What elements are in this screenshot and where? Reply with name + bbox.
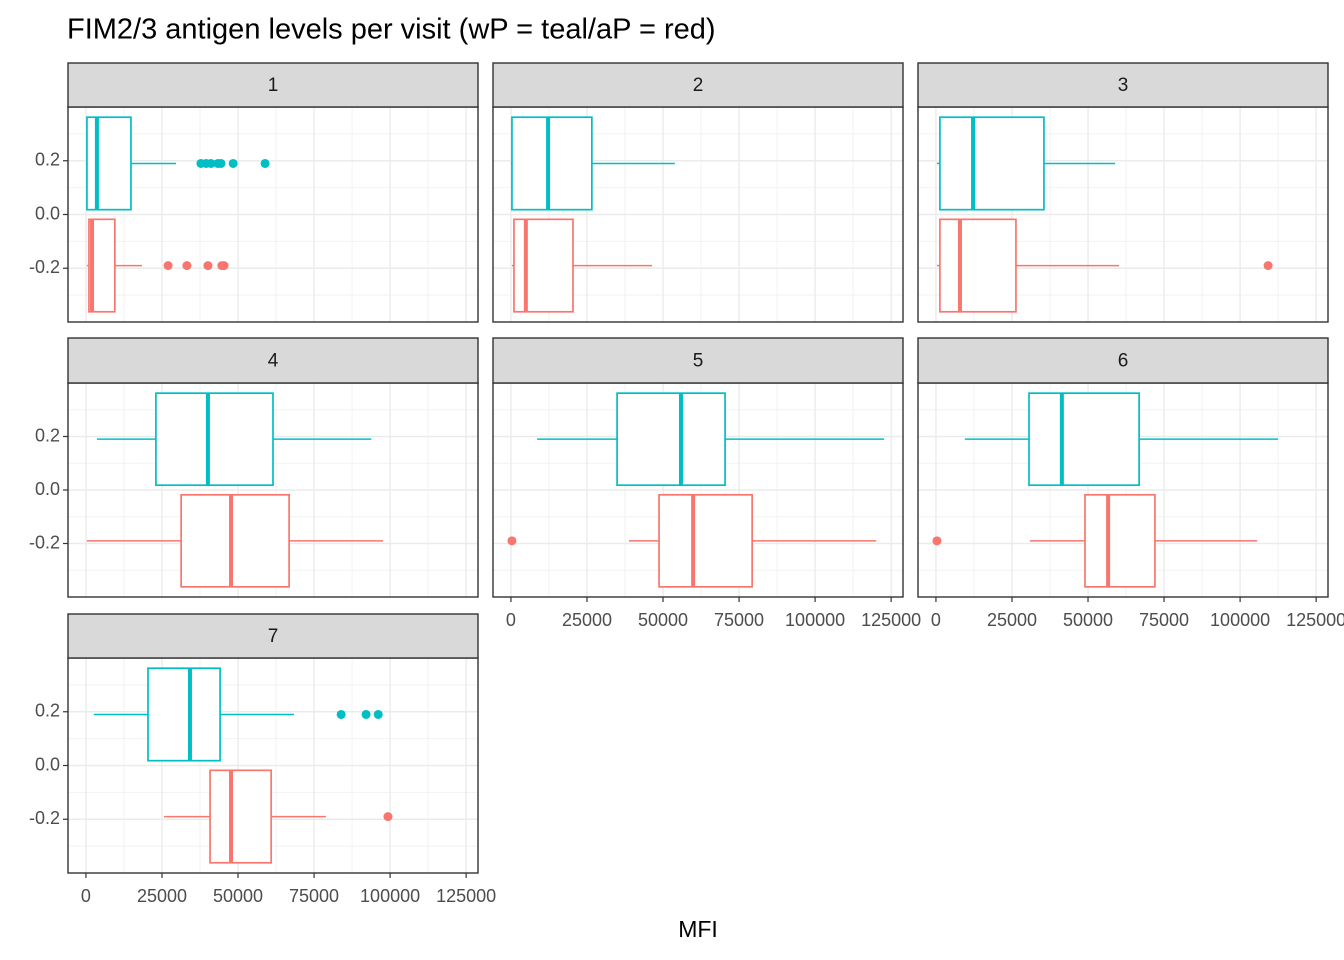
outlier [216,158,226,168]
outlier [228,158,238,168]
chart-title: FIM2/3 antigen levels per visit (wP = te… [67,14,716,46]
facet: -0.2 0.0 0.2 1 [29,62,479,323]
strip-label: 5 [693,351,704,372]
box [155,392,274,487]
x-tick-label: 50000 [1063,610,1113,630]
x-tick-label: 0 [81,886,91,906]
box [511,116,593,211]
x-tick-label: 100000 [360,886,420,906]
x-tick-label: 25000 [137,886,187,906]
strip [917,337,1329,384]
facet: 0 25000 50000 75000 100000 125000 -0.2 0.0 0.2 7 [29,613,496,906]
y-tick-label: 0.0 [35,479,60,499]
y-tick-label: 0.0 [35,203,60,223]
facet: 2 [492,62,904,323]
strip-label: 2 [693,75,704,96]
strip-label: 6 [1118,351,1129,372]
x-tick-label: 125000 [1286,610,1344,630]
box [209,769,273,864]
box [86,116,132,211]
x-tick-label: 0 [931,610,941,630]
outlier [260,158,270,168]
facet: -0.2 0.0 0.2 4 [29,337,479,598]
box [939,218,1017,313]
y-tick-label: -0.2 [29,257,60,277]
strip-label: 1 [268,75,279,96]
strip [67,337,479,384]
x-tick-label: 75000 [289,886,339,906]
x-tick-label: 50000 [213,886,263,906]
outlier [203,261,213,271]
box [513,218,574,313]
y-tick-label: -0.2 [29,532,60,552]
box [147,667,221,762]
x-tick-label: 75000 [714,610,764,630]
x-tick-label: 100000 [1210,610,1270,630]
x-axis-title: MFI [678,916,718,942]
x-tick-label: 125000 [436,886,496,906]
y-tick-label: 0.0 [35,754,60,774]
outlier [336,709,346,719]
x-tick-label: 100000 [785,610,845,630]
box [180,493,290,588]
outlier [1263,261,1273,271]
box [939,116,1045,211]
outlier [932,536,942,546]
y-tick-label: 0.2 [35,150,60,170]
outlier [373,709,383,719]
strip [492,62,904,108]
x-tick-label: 50000 [638,610,688,630]
outlier [206,158,216,168]
box [1084,493,1156,588]
outlier [383,812,393,822]
x-tick-label: 25000 [562,610,612,630]
outlier [163,261,173,271]
outlier [507,536,517,546]
strip-label: 4 [268,351,279,372]
strip [492,337,904,384]
facet: 3 [917,62,1329,323]
box [616,392,726,487]
strip [917,62,1329,108]
y-tick-label: -0.2 [29,808,60,828]
strip-label: 7 [268,626,279,647]
x-tick-label: 125000 [861,610,921,630]
outlier [182,261,192,271]
outlier [361,709,371,719]
outlier [219,261,229,271]
strip-label: 3 [1118,75,1129,96]
facet: 0 25000 50000 75000 100000 125000 5 [492,337,921,630]
y-tick-label: 0.2 [35,425,60,445]
facet: 0 25000 50000 75000 100000 125000 6 [917,337,1344,630]
box [1028,392,1140,487]
x-tick-label: 75000 [1139,610,1189,630]
x-tick-label: 25000 [987,610,1037,630]
strip [67,613,479,659]
strip [67,62,479,108]
y-tick-label: 0.2 [35,701,60,721]
x-tick-label: 0 [506,610,516,630]
box [658,493,753,588]
